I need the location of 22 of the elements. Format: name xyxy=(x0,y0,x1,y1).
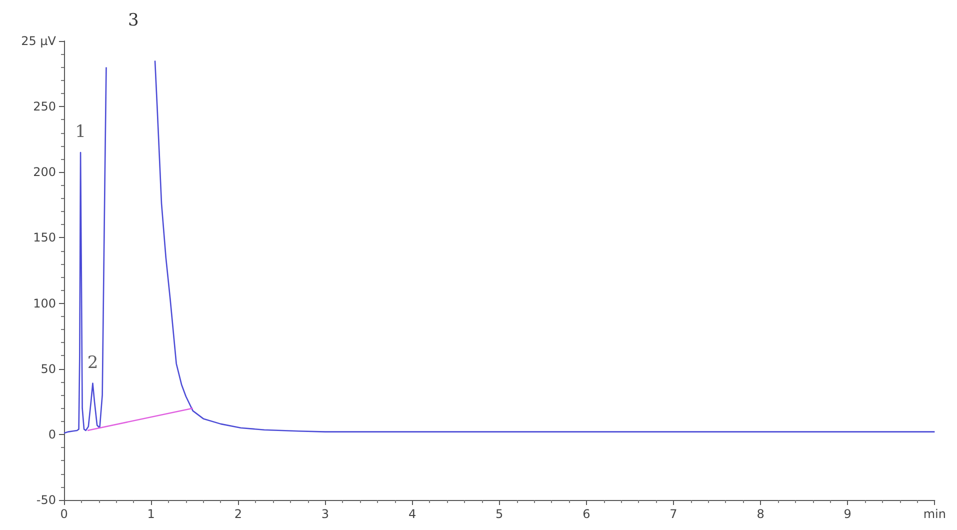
annotation: 1 xyxy=(75,122,86,142)
x-tick-label: 5 xyxy=(496,507,504,521)
x-tick-label: min xyxy=(923,507,946,521)
x-tick-label: 6 xyxy=(582,507,590,521)
y-tick-label: -50 xyxy=(36,493,56,507)
x-tick-label: 4 xyxy=(408,507,416,521)
y-tick-label: 150 xyxy=(33,230,56,245)
x-tick-label: 7 xyxy=(670,507,678,521)
x-tick-label: 1 xyxy=(147,507,155,521)
text: 3 xyxy=(128,10,139,30)
x-tick-label: 0 xyxy=(60,507,68,521)
y-tick-label: 200 xyxy=(33,165,56,180)
y-tick-label: 100 xyxy=(33,296,56,310)
y-axis-title: 25 µV xyxy=(21,34,57,48)
x-tick-label: 9 xyxy=(844,507,852,521)
x-tick-label: 2 xyxy=(234,507,242,521)
annotation: 2 xyxy=(87,352,98,373)
y-tick-label: 250 xyxy=(33,100,56,114)
y-tick-label: 0 xyxy=(48,427,56,442)
x-tick-label: 3 xyxy=(321,507,330,521)
y-tick-label: 50 xyxy=(40,362,56,376)
x-tick-label: 8 xyxy=(756,507,764,521)
